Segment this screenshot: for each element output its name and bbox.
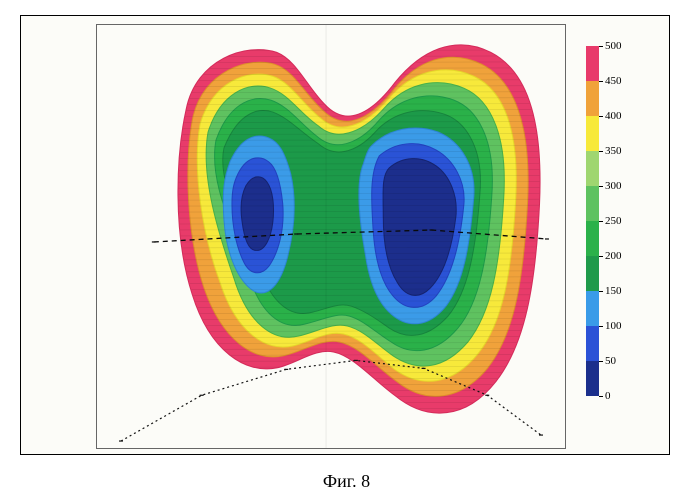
colorbar-tick: 300 [599, 180, 622, 192]
colorbar-tick: 500 [599, 40, 622, 52]
colorbar-segment [586, 221, 599, 256]
colorbar-tick: 0 [599, 390, 611, 402]
colorbar-tick: 250 [599, 215, 622, 227]
colorbar-tick: 450 [599, 75, 622, 87]
colorbar-tick: 50 [599, 355, 616, 367]
plot-area [96, 24, 566, 449]
colorbar-segment [586, 151, 599, 186]
colorbar-segment [586, 81, 599, 116]
colorbar-segment [586, 326, 599, 361]
colorbar-tick: 350 [599, 145, 622, 157]
colorbar-segment [586, 186, 599, 221]
colorbar-tick: 200 [599, 250, 622, 262]
colorbar-tick: 150 [599, 285, 622, 297]
colorbar-tick: 400 [599, 110, 622, 122]
colorbar-segment [586, 361, 599, 396]
figure-caption: Фиг. 8 [0, 471, 693, 492]
colorbar-segment [586, 116, 599, 151]
colorbar-tick: 100 [599, 320, 622, 332]
contour-bands [157, 44, 555, 421]
colorbar [586, 46, 599, 396]
figure-outer-frame: 050100150200250300350400450500 Динамичес… [20, 15, 670, 455]
colorbar-container: 050100150200250300350400450500 Динамичес… [586, 46, 661, 426]
colorbar-segment [586, 291, 599, 326]
contour-svg [97, 25, 565, 448]
colorbar-segment [586, 256, 599, 291]
colorbar-segment [586, 46, 599, 81]
